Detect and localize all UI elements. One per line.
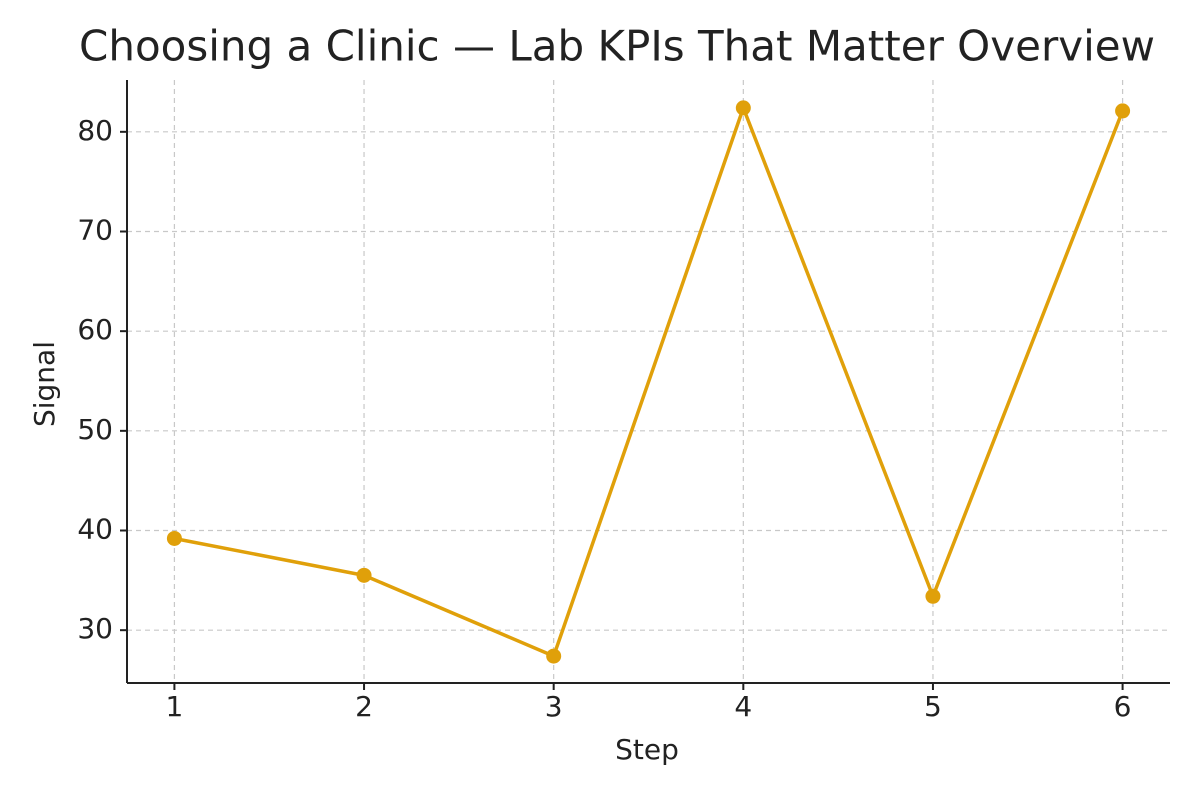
- y-axis-label: Signal: [28, 341, 61, 427]
- point: [546, 648, 562, 664]
- y-tick-label: 70: [77, 213, 113, 246]
- x-tick-label: 5: [924, 690, 942, 723]
- point: [166, 530, 182, 546]
- y-tick-label: 80: [77, 114, 113, 147]
- y-tick-label: 40: [77, 513, 113, 546]
- line: [174, 106, 1125, 658]
- y-tick-label: 30: [77, 612, 113, 645]
- x-tick-label: 1: [165, 690, 183, 723]
- x-tick-label: 3: [545, 690, 563, 723]
- point: [356, 567, 372, 583]
- point: [925, 588, 941, 604]
- x-tick-label: 6: [1114, 690, 1132, 723]
- point: [1115, 103, 1131, 119]
- x-axis-label: Step: [615, 733, 679, 766]
- x-tick-label: 2: [355, 690, 373, 723]
- y-tick-label: 50: [77, 413, 113, 446]
- x-tick-label: 4: [734, 690, 752, 723]
- y-tick-label: 60: [77, 313, 113, 346]
- chart-title: Choosing a Clinic — Lab KPIs That Matter…: [79, 22, 1155, 71]
- point: [735, 100, 751, 116]
